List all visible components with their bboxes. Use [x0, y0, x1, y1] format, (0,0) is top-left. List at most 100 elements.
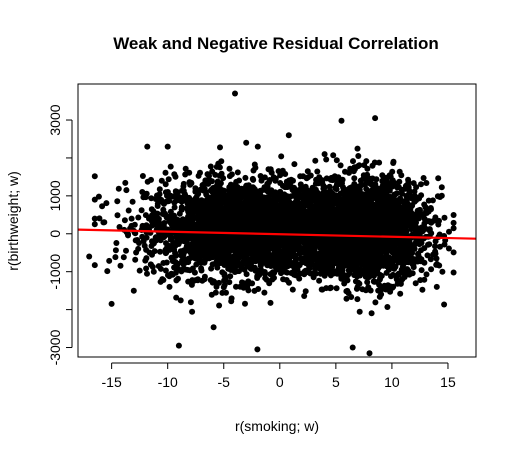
- data-point: [405, 176, 412, 183]
- data-point: [404, 196, 410, 203]
- data-point: [245, 278, 252, 285]
- data-point: [364, 279, 371, 286]
- data-point: [190, 278, 197, 285]
- data-point: [177, 297, 184, 304]
- data-point: [423, 271, 430, 278]
- data-point: [418, 181, 424, 188]
- data-point: [364, 165, 371, 172]
- data-point: [186, 246, 193, 253]
- data-point: [206, 173, 212, 179]
- data-point: [203, 191, 210, 198]
- data-point: [435, 175, 442, 182]
- data-point: [149, 263, 156, 270]
- data-point: [139, 233, 146, 240]
- data-point: [418, 267, 425, 274]
- data-point: [341, 186, 348, 193]
- data-point: [268, 169, 275, 176]
- data-point: [398, 172, 405, 179]
- data-point: [216, 302, 223, 309]
- data-point: [173, 277, 180, 284]
- data-point: [138, 207, 145, 214]
- data-point: [143, 246, 150, 253]
- data-point: [213, 280, 220, 287]
- data-point: [122, 179, 129, 186]
- data-point: [363, 158, 370, 165]
- data-point: [301, 268, 308, 275]
- data-point: [166, 217, 173, 224]
- data-point: [189, 265, 196, 272]
- data-point: [112, 254, 119, 261]
- data-point: [326, 183, 333, 190]
- data-point: [406, 256, 413, 263]
- data-point: [424, 252, 431, 259]
- data-point: [354, 296, 361, 303]
- data-point: [219, 269, 226, 276]
- data-point: [314, 168, 321, 175]
- data-point: [288, 202, 295, 209]
- data-point: [433, 255, 440, 262]
- data-point: [198, 267, 205, 274]
- data-point: [409, 270, 416, 277]
- data-point: [207, 236, 214, 243]
- data-point: [356, 308, 363, 315]
- data-point: [166, 273, 173, 280]
- data-point: [112, 247, 119, 254]
- data-point: [333, 285, 340, 292]
- data-point: [245, 287, 252, 294]
- data-point: [414, 207, 421, 214]
- data-point: [224, 259, 231, 266]
- data-point: [169, 193, 176, 200]
- data-point: [194, 188, 201, 195]
- data-point: [148, 195, 155, 202]
- data-point: [91, 173, 98, 180]
- data-point: [428, 230, 435, 237]
- data-point: [291, 161, 298, 168]
- data-point: [411, 198, 418, 205]
- data-point: [132, 256, 139, 263]
- data-point: [305, 188, 312, 195]
- data-point: [387, 173, 394, 180]
- data-point: [410, 261, 417, 268]
- data-point: [226, 279, 233, 286]
- data-point: [316, 277, 323, 284]
- data-point: [106, 257, 113, 264]
- data-point: [218, 170, 225, 177]
- data-point: [167, 163, 174, 170]
- data-point: [153, 237, 160, 244]
- data-point: [427, 256, 434, 263]
- data-point: [212, 248, 219, 255]
- data-point: [348, 294, 355, 300]
- data-point: [227, 273, 234, 280]
- data-point: [337, 190, 344, 197]
- data-point: [277, 172, 284, 179]
- data-point: [201, 273, 208, 280]
- data-point: [114, 212, 121, 219]
- data-point: [204, 222, 211, 229]
- data-point: [174, 197, 181, 204]
- data-point: [208, 247, 215, 254]
- data-point: [250, 221, 257, 228]
- data-point: [162, 267, 169, 274]
- data-point: [143, 265, 150, 272]
- data-point: [182, 165, 189, 172]
- data-point: [420, 212, 427, 219]
- data-point: [397, 290, 404, 297]
- data-point: [225, 214, 232, 221]
- data-point: [430, 251, 437, 258]
- data-point: [352, 263, 359, 270]
- data-point: [289, 286, 296, 293]
- data-point: [360, 223, 367, 230]
- data-point: [233, 268, 240, 275]
- data-point: [375, 201, 382, 208]
- data-point: [418, 239, 425, 246]
- data-point: [187, 299, 194, 306]
- data-point: [413, 184, 420, 191]
- data-point: [121, 217, 128, 224]
- data-point: [169, 258, 176, 264]
- data-point: [327, 176, 334, 183]
- data-point: [436, 217, 442, 224]
- data-point: [388, 273, 394, 280]
- data-point: [249, 215, 256, 222]
- data-point: [160, 260, 167, 266]
- data-point: [166, 283, 173, 290]
